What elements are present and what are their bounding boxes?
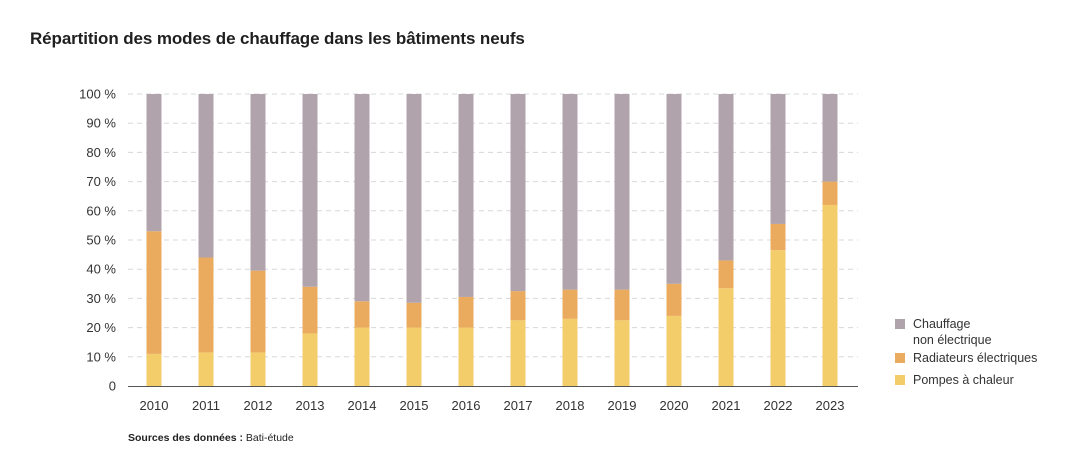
bar-segment-1 — [146, 353, 162, 386]
y-tick-label: 100 % — [79, 87, 116, 102]
bar-segment-2 — [822, 181, 838, 205]
bar-segment-1 — [250, 352, 266, 386]
x-tick-label: 2010 — [140, 398, 169, 413]
x-tick-label: 2012 — [244, 398, 273, 413]
bar-segment-1 — [458, 327, 474, 386]
x-tick-label: 2021 — [712, 398, 741, 413]
bar-segment-2 — [458, 296, 474, 328]
bar-segment-3 — [510, 94, 526, 292]
bar-segment-2 — [614, 289, 630, 321]
y-tick-label: 20 % — [86, 320, 116, 335]
x-tick-label: 2019 — [608, 398, 637, 413]
x-tick-label: 2013 — [296, 398, 325, 413]
bar-segment-2 — [354, 301, 370, 328]
bar-segment-2 — [666, 283, 682, 316]
x-tick-label: 2011 — [192, 398, 220, 413]
bar-segment-3 — [666, 94, 682, 284]
legend-label: Pompes à chaleur — [913, 373, 1014, 387]
y-tick-label: 60 % — [86, 203, 116, 218]
bar-segment-3 — [302, 94, 318, 287]
bar-segment-1 — [406, 327, 422, 386]
bar-segment-3 — [770, 94, 786, 224]
legend-swatch — [895, 319, 905, 329]
bar-segment-2 — [198, 257, 214, 353]
bar-segment-3 — [822, 94, 838, 182]
legend: Chauffage non électrique Radiateurs électr… — [895, 317, 1037, 387]
bar-segment-2 — [250, 270, 266, 353]
bar-segment-1 — [666, 315, 682, 386]
y-tick-label: 30 % — [86, 291, 116, 306]
bar-segment-3 — [406, 94, 422, 303]
chart-title: Répartition des modes de chauffage dans … — [30, 29, 525, 48]
bar-segment-1 — [718, 288, 734, 386]
y-tick-label: 10 % — [86, 349, 116, 364]
legend-label: Chauffage — [913, 317, 971, 331]
x-axis-ticks: 2010 2011 2012 2013 2014 2015 2016 2017 2018 2019… — [140, 398, 845, 413]
legend-label: Radiateurs électriques — [913, 351, 1037, 365]
y-tick-label: 50 % — [86, 233, 116, 248]
bar-segment-3 — [562, 94, 578, 290]
bar-segment-2 — [718, 260, 734, 289]
x-tick-label: 2018 — [556, 398, 585, 413]
bar-segment-2 — [562, 289, 578, 319]
gridlines — [128, 93, 858, 358]
x-tick-label: 2014 — [348, 398, 377, 413]
bar-segment-1 — [198, 352, 214, 386]
bar-segment-1 — [822, 204, 838, 386]
bar-segment-1 — [354, 327, 370, 386]
legend-label: non électrique — [913, 333, 992, 347]
bar-segment-1 — [510, 320, 526, 386]
bar-segment-2 — [302, 286, 318, 334]
legend-swatch — [895, 353, 905, 363]
bar-segment-3 — [614, 94, 630, 290]
bar-segment-3 — [354, 94, 370, 302]
y-tick-label: 80 % — [86, 145, 116, 160]
y-axis-ticks: 0 10 % 20 % 30 % 40 % 50 % 60 % 70 % 80 % 90 % 100… — [79, 87, 116, 394]
bar-segment-3 — [146, 94, 162, 232]
data-source-note: Sources des données : Bati-étude — [128, 432, 294, 444]
bar-segment-1 — [770, 250, 786, 386]
x-tick-label: 2016 — [452, 398, 481, 413]
bar-segment-3 — [458, 94, 474, 297]
y-tick-label: 70 % — [86, 174, 116, 189]
x-tick-label: 2022 — [764, 398, 793, 413]
bars — [146, 94, 838, 386]
bar-segment-2 — [406, 302, 422, 328]
source-value: Bati-étude — [245, 432, 294, 444]
bar-segment-1 — [302, 333, 318, 386]
y-tick-label: 40 % — [86, 262, 116, 277]
bar-segment-2 — [146, 231, 162, 354]
bar-segment-3 — [198, 94, 214, 258]
source-label: Sources des données : — [128, 432, 243, 444]
x-tick-label: 2023 — [816, 398, 845, 413]
y-tick-label: 0 — [109, 379, 116, 394]
bar-segment-1 — [614, 320, 630, 386]
bar-segment-3 — [250, 94, 266, 271]
bar-segment-3 — [718, 94, 734, 261]
x-tick-label: 2015 — [400, 398, 429, 413]
bar-segment-2 — [510, 291, 526, 321]
y-tick-label: 90 % — [86, 116, 116, 131]
x-tick-label: 2017 — [504, 398, 533, 413]
legend-swatch — [895, 375, 905, 385]
x-tick-label: 2020 — [660, 398, 689, 413]
bar-segment-2 — [770, 223, 786, 251]
bar-segment-1 — [562, 318, 578, 386]
